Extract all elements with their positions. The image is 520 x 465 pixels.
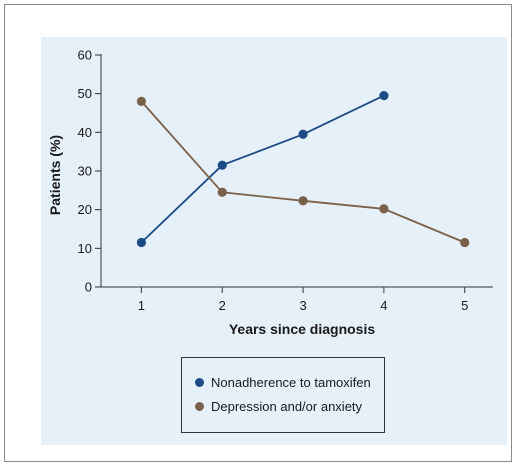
data-point-nonadherence xyxy=(298,129,308,139)
figure-frame: 0 10 20 30 40 50 60 1 2 3 4 5 Years since diagnosis… xyxy=(4,4,512,462)
legend-item-nonadherence: Nonadherence to tamoxifen xyxy=(195,370,384,394)
y-tick-label: 10 xyxy=(78,241,92,256)
data-point-nonadherence xyxy=(136,237,147,248)
legend-marker-nonadherence xyxy=(195,377,204,387)
data-point-depression xyxy=(136,96,147,106)
data-point-depression xyxy=(379,204,389,214)
data-point-nonadherence xyxy=(379,91,389,101)
y-axis-title: Patients (%) xyxy=(47,135,63,215)
y-tick-label: 0 xyxy=(85,280,92,295)
chart-legend: Nonadherence to tamoxifen Depression and… xyxy=(181,357,385,433)
legend-label-depression: Depression and/or anxiety xyxy=(211,398,363,414)
y-tick-label: 20 xyxy=(78,202,92,217)
series-layer xyxy=(136,91,470,248)
data-point-depression xyxy=(298,196,308,206)
y-tick-label: 50 xyxy=(78,86,92,101)
y-tick-label: 30 xyxy=(78,164,92,179)
series-line-nonadherence xyxy=(140,94,385,244)
y-tick-label: 60 xyxy=(78,48,92,63)
axes: 0 10 20 30 40 50 60 1 2 3 4 5 xyxy=(78,48,493,313)
data-point-nonadherence xyxy=(217,160,227,170)
y-tick-label: 40 xyxy=(78,125,92,140)
x-tick-label: 1 xyxy=(138,298,145,313)
legend-label-nonadherence: Nonadherence to tamoxifen xyxy=(211,374,371,390)
x-tick-label: 4 xyxy=(380,298,387,313)
x-tick-label: 3 xyxy=(299,298,306,313)
data-point-depression xyxy=(460,237,470,248)
line-chart: 0 10 20 30 40 50 60 1 2 3 4 5 Years since diagnosis… xyxy=(47,48,493,337)
series-line-depression xyxy=(140,100,466,244)
legend-marker-depression xyxy=(195,401,204,411)
data-point-depression xyxy=(217,187,227,197)
x-tick-label: 5 xyxy=(461,298,468,313)
legend-item-depression: Depression and/or anxiety xyxy=(195,394,384,418)
x-tick-label: 2 xyxy=(219,298,226,313)
x-axis-title: Years since diagnosis xyxy=(229,321,376,337)
